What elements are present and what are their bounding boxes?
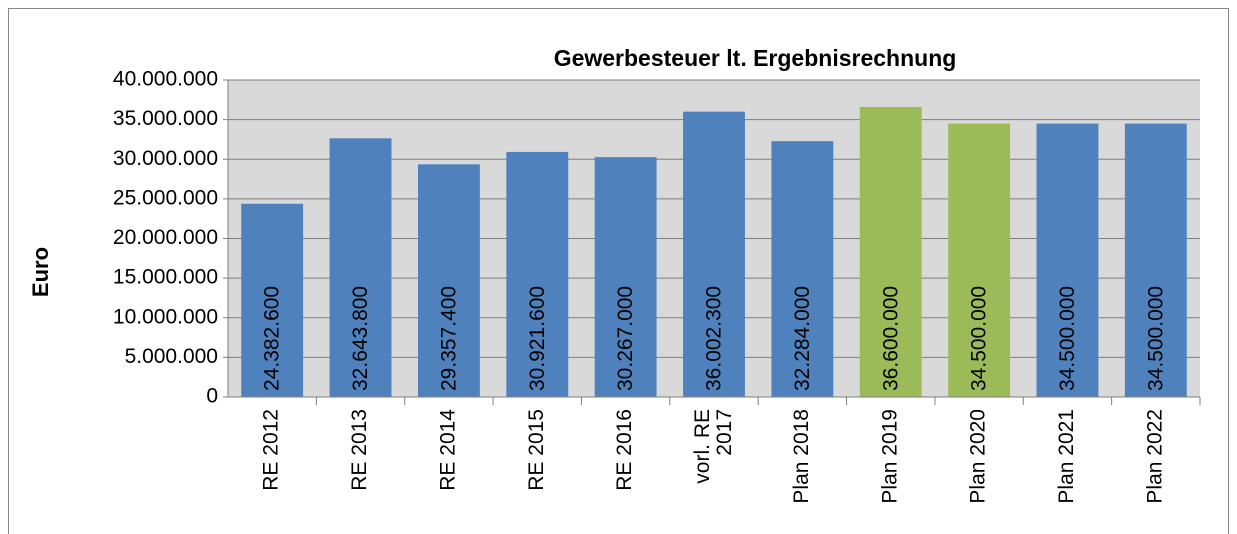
- y-tick-label: 20.000.000: [113, 226, 218, 249]
- bar: [329, 138, 392, 397]
- y-tick-label: 35.000.000: [113, 107, 218, 130]
- data-label: 30.921.600: [526, 286, 549, 391]
- bar: [417, 164, 480, 397]
- bar: [1124, 123, 1187, 398]
- data-label: 34.500.000: [1056, 286, 1079, 391]
- data-label: 29.357.400: [437, 286, 460, 391]
- data-label: 32.643.800: [349, 286, 372, 391]
- y-tick-label: 40.000.000: [113, 68, 218, 91]
- x-tick-label: RE 2016: [613, 409, 636, 491]
- x-tick-label: RE 2015: [525, 409, 548, 491]
- x-tick-label: Plan 2022: [1143, 409, 1166, 504]
- bar: [948, 123, 1011, 398]
- y-tick-label: 25.000.000: [113, 186, 218, 209]
- bar: [506, 151, 569, 397]
- data-label: 34.500.000: [968, 286, 991, 391]
- x-tick-label: Plan 2020: [967, 409, 990, 504]
- x-tick-label: RE 2014: [436, 409, 459, 491]
- x-tick-label: RE 2012: [260, 409, 283, 491]
- data-label: 30.267.000: [614, 286, 637, 391]
- y-tick-label: 5.000.000: [125, 345, 218, 368]
- bar: [771, 141, 834, 397]
- data-label: 36.600.000: [879, 286, 902, 391]
- bar: [1036, 123, 1099, 398]
- y-tick-label: 0: [206, 385, 218, 408]
- y-tick-label: 15.000.000: [113, 266, 218, 289]
- bar: [241, 203, 304, 397]
- data-label: 36.002.300: [703, 286, 726, 391]
- x-tick-label: Plan 2021: [1055, 409, 1078, 504]
- data-label: 32.284.000: [791, 286, 814, 391]
- x-tick-label: RE 2013: [348, 409, 371, 491]
- chart-title: Gewerbesteuer lt. Ergebnisrechnung: [554, 45, 957, 71]
- y-tick-label: 30.000.000: [113, 147, 218, 170]
- bar: [859, 106, 922, 397]
- bar: [594, 157, 657, 397]
- x-tick-label: Plan 2019: [878, 409, 901, 504]
- bar: [683, 111, 745, 398]
- data-label: 24.382.600: [261, 286, 284, 391]
- y-tick-label: 10.000.000: [113, 305, 218, 328]
- data-label: 34.500.000: [1144, 286, 1167, 391]
- x-tick-label: vorl. RE2017: [691, 409, 736, 484]
- y-axis-label: Euro: [28, 247, 53, 297]
- x-tick-label: Plan 2018: [790, 409, 813, 504]
